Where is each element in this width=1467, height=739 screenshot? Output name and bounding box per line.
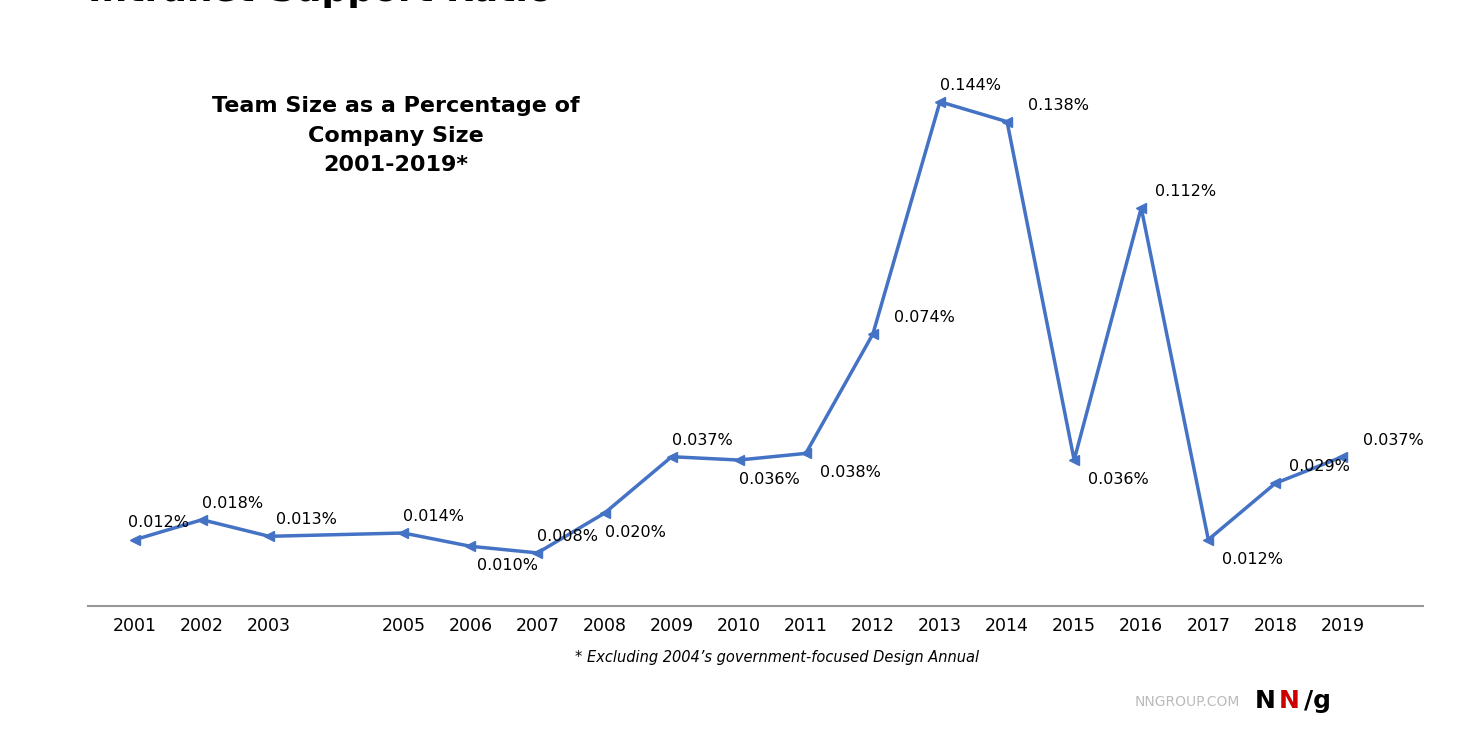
- Text: 0.018%: 0.018%: [202, 496, 263, 511]
- Text: /g: /g: [1304, 689, 1331, 713]
- Text: Team Size as a Percentage of
Company Size
2001-2019*: Team Size as a Percentage of Company Siz…: [213, 96, 579, 175]
- Text: N: N: [1279, 689, 1300, 713]
- Text: 0.014%: 0.014%: [403, 509, 465, 524]
- Text: 0.013%: 0.013%: [276, 512, 337, 527]
- Text: 0.012%: 0.012%: [1222, 551, 1284, 567]
- Text: 0.037%: 0.037%: [1363, 432, 1424, 448]
- Text: 0.038%: 0.038%: [820, 466, 880, 480]
- Text: 0.008%: 0.008%: [537, 528, 599, 544]
- Text: 0.074%: 0.074%: [893, 310, 955, 325]
- Text: NNGROUP.COM: NNGROUP.COM: [1134, 695, 1240, 709]
- Text: 0.020%: 0.020%: [604, 525, 666, 540]
- Text: 0.029%: 0.029%: [1289, 459, 1350, 474]
- Text: 0.037%: 0.037%: [672, 432, 732, 448]
- Text: N: N: [1254, 689, 1275, 713]
- Text: 0.144%: 0.144%: [940, 78, 1000, 92]
- Text: 0.036%: 0.036%: [739, 472, 800, 487]
- Text: 0.010%: 0.010%: [477, 558, 538, 573]
- Text: 0.012%: 0.012%: [128, 516, 189, 531]
- Text: Intranet-Support Ratio: Intranet-Support Ratio: [88, 0, 553, 8]
- Text: 0.036%: 0.036%: [1089, 472, 1149, 487]
- Text: 0.138%: 0.138%: [1028, 98, 1089, 112]
- Text: * Excluding 2004’s government-focused Design Annual: * Excluding 2004’s government-focused De…: [575, 650, 980, 665]
- Text: 0.112%: 0.112%: [1155, 184, 1216, 199]
